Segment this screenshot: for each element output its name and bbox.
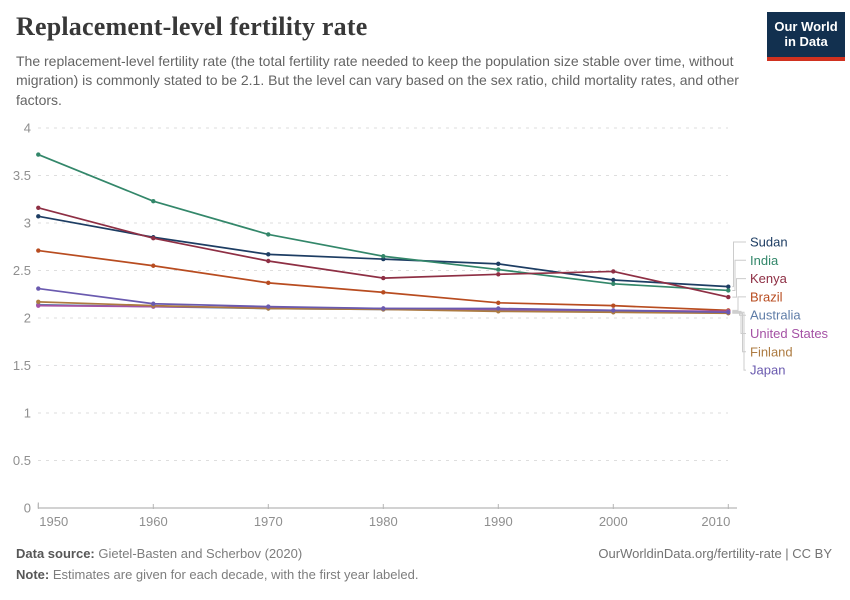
legend-label-japan[interactable]: Japan xyxy=(750,363,785,378)
data-point-sudan[interactable] xyxy=(266,252,271,257)
data-point-india[interactable] xyxy=(726,288,731,293)
data-point-kenya[interactable] xyxy=(611,269,616,274)
data-point-india[interactable] xyxy=(266,232,271,237)
legend-label-sudan[interactable]: Sudan xyxy=(750,235,788,250)
data-point-japan[interactable] xyxy=(381,306,386,311)
y-tick-label: 3 xyxy=(24,216,31,231)
x-tick-label: 1990 xyxy=(484,514,513,529)
data-point-kenya[interactable] xyxy=(151,236,156,241)
chart-subtitle: The replacement-level fertility rate (th… xyxy=(16,53,739,108)
y-tick-label: 3.5 xyxy=(13,168,31,183)
y-tick-label: 1.5 xyxy=(13,358,31,373)
x-axis: 1950 1960 1970 1980 1990 2000 2010 xyxy=(37,502,737,529)
data-point-india[interactable] xyxy=(496,267,501,272)
legend-label-kenya[interactable]: Kenya xyxy=(750,271,788,286)
y-tick-label: 4 xyxy=(24,121,31,136)
data-point-sudan[interactable] xyxy=(611,277,616,283)
owid-logo-line1: Our World xyxy=(774,18,838,34)
data-point-sudan[interactable] xyxy=(496,261,501,267)
page-title: Replacement-level fertility rate xyxy=(16,12,368,41)
y-tick-label: 1 xyxy=(24,406,31,421)
data-point-japan[interactable] xyxy=(611,308,616,313)
y-tick-label: 0.5 xyxy=(13,453,31,468)
chart-canvas: 0 0.5 1 1.5 2 2.5 3 3.5 4 1950 1960 1970 1980 1990 20… xyxy=(13,121,829,530)
owid-logo-line2: in Data xyxy=(784,33,828,49)
data-point-brazil[interactable] xyxy=(381,290,386,295)
data-point-brazil[interactable] xyxy=(36,248,41,253)
data-point-brazil[interactable] xyxy=(611,303,616,308)
data-point-kenya[interactable] xyxy=(496,272,501,277)
y-axis-labels: 0 0.5 1 1.5 2 2.5 3 3.5 4 xyxy=(13,121,31,516)
legend-connector-india xyxy=(732,259,746,291)
x-tick-label: 1970 xyxy=(254,514,283,529)
footer-link[interactable]: OurWorldinData.org/fertility-rate | CC B… xyxy=(598,546,832,561)
note-value: Estimates are given for each decade, wit… xyxy=(49,567,419,582)
x-tick-label: 1950 xyxy=(39,514,68,529)
data-point-brazil[interactable] xyxy=(151,263,156,268)
owid-logo[interactable]: Our World in Data xyxy=(767,12,845,61)
note-line: Note: Estimates are given for each decad… xyxy=(16,567,418,582)
data-point-india[interactable] xyxy=(381,254,386,259)
y-tick-label: 2 xyxy=(24,311,31,326)
data-point-india[interactable] xyxy=(611,281,616,286)
data-source-value: Gietel-Basten and Scherbov (2020) xyxy=(94,546,303,561)
data-point-kenya[interactable] xyxy=(36,205,41,210)
legend-layer: Sudan India Kenya Brazil Australia United Sta… xyxy=(732,235,829,378)
legend-label-brazil[interactable]: Brazil xyxy=(750,289,783,304)
data-point-kenya[interactable] xyxy=(726,294,731,300)
data-source-label: Data source: xyxy=(16,546,95,561)
data-point-sudan[interactable] xyxy=(726,284,731,289)
legend-connector-brazil xyxy=(732,296,746,311)
x-tick-label: 1960 xyxy=(139,514,168,529)
data-point-finland[interactable] xyxy=(36,299,41,305)
data-point-sudan[interactable] xyxy=(36,214,41,219)
x-tick-label: 2010 xyxy=(701,514,730,529)
data-point-brazil[interactable] xyxy=(266,280,271,286)
legend-label-australia[interactable]: Australia xyxy=(750,308,801,323)
legend-label-finland[interactable]: Finland xyxy=(750,344,793,359)
series-layer xyxy=(36,152,731,316)
legend-label-india[interactable]: India xyxy=(750,253,779,268)
legend-label-united-states[interactable]: United States xyxy=(750,326,829,341)
data-point-japan[interactable] xyxy=(266,304,271,309)
data-point-india[interactable] xyxy=(36,152,41,157)
legend-connector-sudan xyxy=(732,241,746,288)
data-source-line: Data source: Gietel-Basten and Scherbov … xyxy=(16,546,302,561)
data-point-japan[interactable] xyxy=(36,286,41,291)
data-point-japan[interactable] xyxy=(726,310,731,315)
x-tick-label: 1980 xyxy=(369,514,398,529)
data-point-japan[interactable] xyxy=(496,306,501,311)
data-point-kenya[interactable] xyxy=(381,275,386,281)
note-label: Note: xyxy=(16,567,50,582)
data-point-kenya[interactable] xyxy=(266,258,271,264)
data-point-india[interactable] xyxy=(151,198,156,204)
y-tick-label: 0 xyxy=(24,501,31,516)
x-tick-label: 2000 xyxy=(599,514,628,529)
legend-connector-kenya xyxy=(732,278,746,298)
data-point-united-states[interactable] xyxy=(36,303,41,308)
y-tick-label: 2.5 xyxy=(13,263,31,278)
data-point-japan[interactable] xyxy=(151,301,156,306)
y-gridlines xyxy=(38,127,728,461)
data-point-brazil[interactable] xyxy=(496,300,501,305)
legend-connector-japan xyxy=(732,311,746,371)
